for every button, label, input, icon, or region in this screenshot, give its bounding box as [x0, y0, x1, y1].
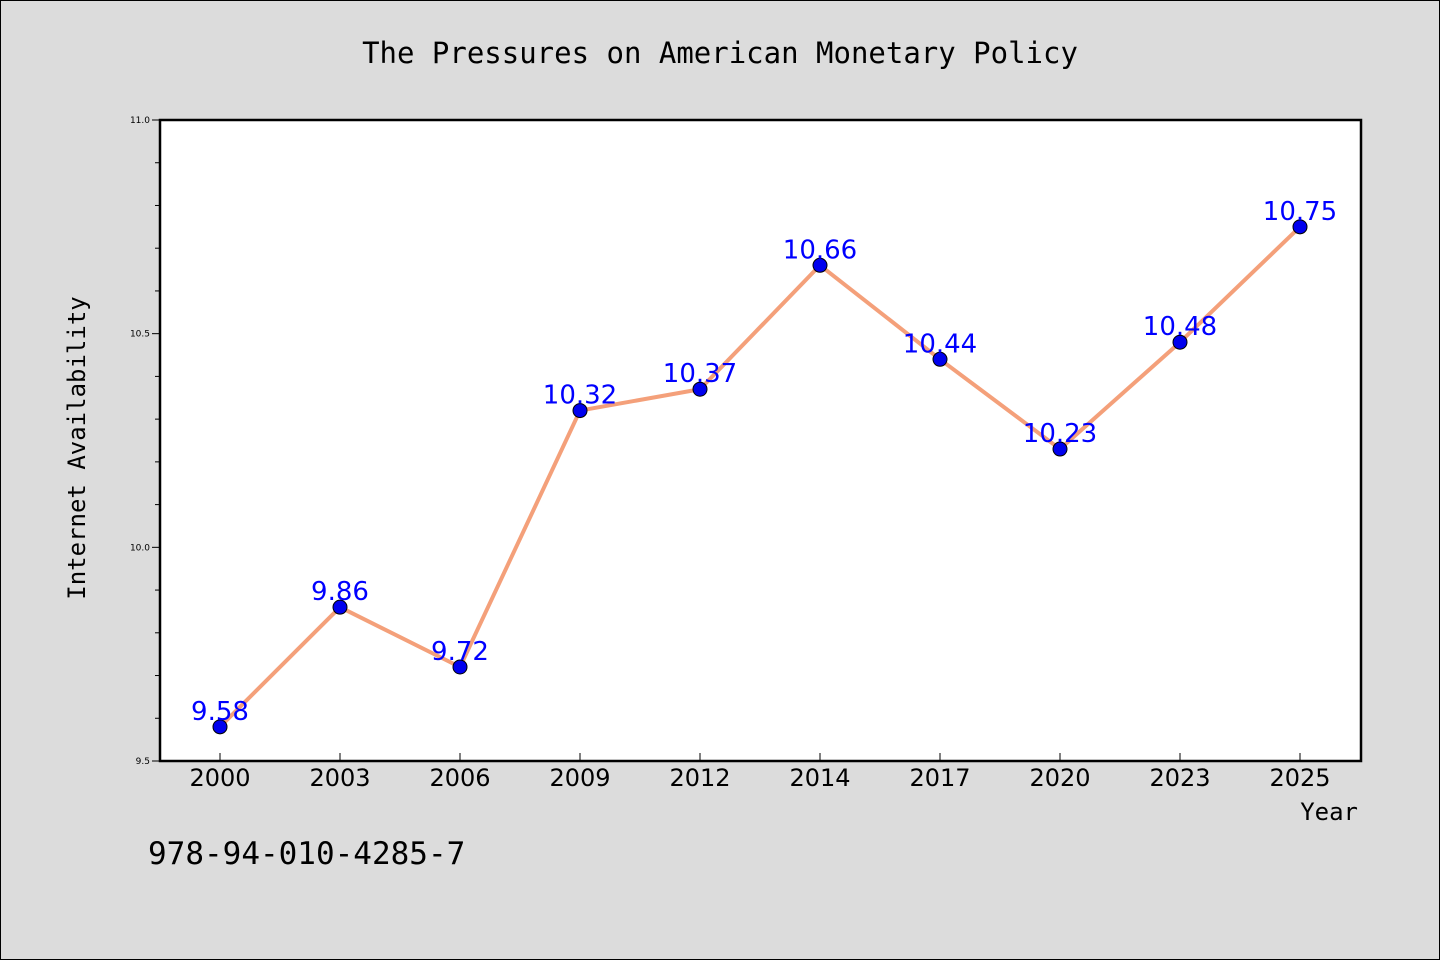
series-polyline: [218, 224, 1302, 729]
plot-area: [158, 118, 1363, 763]
data-point: [572, 403, 588, 419]
x-tick-label: 2023: [1149, 764, 1210, 792]
x-tick-label: 2000: [189, 764, 250, 792]
data-point: [332, 599, 348, 615]
data-point: [212, 719, 228, 735]
data-label: 10.32: [543, 381, 617, 411]
y-tick-label: 11.0: [130, 116, 150, 126]
data-label: 9.72: [431, 637, 489, 667]
data-label: 9.86: [311, 577, 369, 607]
x-tick-label: 2025: [1269, 764, 1330, 792]
isbn-text: 978-94-010-4285-7: [148, 836, 465, 872]
y-tick-label: 10.5: [130, 330, 150, 340]
data-label: 10.23: [1023, 419, 1097, 449]
x-tick-label: 2012: [669, 764, 730, 792]
y-axis: 9.5 10.0 10.5 11.0: [130, 116, 160, 767]
data-markers: [212, 219, 1308, 735]
y-axis-label: Internet Availability: [63, 296, 91, 599]
data-point: [1292, 219, 1308, 235]
chart-title: The Pressures on American Monetary Polic…: [362, 36, 1078, 70]
data-label: 10.75: [1263, 197, 1337, 227]
data-label: 10.66: [783, 235, 857, 265]
data-point: [692, 381, 708, 397]
data-label: 10.37: [663, 359, 737, 389]
data-point: [932, 351, 948, 367]
data-label: 9.58: [191, 697, 249, 727]
x-axis-label: Year: [1300, 798, 1358, 826]
data-labels: 9.58 9.86 9.72 10.32 10.37 10.66 10.44 10.23 10.…: [191, 197, 1337, 727]
x-tick-label: 2017: [909, 764, 970, 792]
series-line: [218, 224, 1302, 729]
data-label: 10.44: [903, 329, 977, 359]
x-tick-label: 2014: [789, 764, 850, 792]
data-point: [812, 257, 828, 273]
x-tick-label: 2009: [549, 764, 610, 792]
x-tick-label: 2003: [309, 764, 370, 792]
data-point: [1052, 441, 1068, 457]
data-point: [452, 659, 468, 675]
y-tick-label: 9.5: [136, 757, 150, 767]
data-point: [1172, 334, 1188, 350]
x-tick-label: 2020: [1029, 764, 1090, 792]
x-axis: 2000 2003 2006 2009 2012 2014 2017 2020 2023 2025: [189, 753, 1331, 792]
x-tick-label: 2006: [429, 764, 490, 792]
data-label: 10.48: [1143, 312, 1217, 342]
y-tick-label: 10.0: [130, 543, 150, 553]
